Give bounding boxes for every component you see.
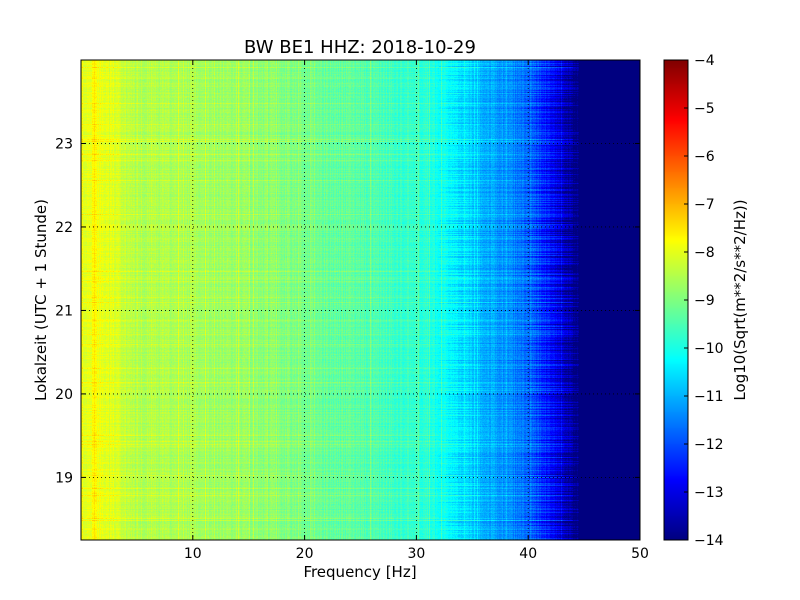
x-axis: 10 20 30 40 50 xyxy=(184,60,649,562)
chart-title: BW BE1 HHZ: 2018-10-29 xyxy=(244,37,476,58)
y-axis-label: Lokalzeit (UTC + 1 Stunde) xyxy=(32,199,50,401)
x-tick-label: 10 xyxy=(184,546,202,562)
colorbar-tick-label: −4 xyxy=(694,53,715,69)
colorbar-tick-label: −13 xyxy=(694,485,724,501)
colorbar-tick-label: −7 xyxy=(694,197,715,213)
spectrogram-heatmap xyxy=(81,60,640,540)
x-axis-label: Frequency [Hz] xyxy=(303,563,416,581)
colorbar-tick-label: −5 xyxy=(694,101,715,117)
y-tick-label: 21 xyxy=(55,303,73,319)
x-tick-label: 30 xyxy=(407,546,425,562)
x-tick-label: 20 xyxy=(296,546,314,562)
colorbar-tick-label: −11 xyxy=(694,389,724,405)
y-axis: 19 20 21 22 23 xyxy=(55,136,640,486)
y-tick-label: 22 xyxy=(55,220,73,236)
x-tick-label: 50 xyxy=(631,546,649,562)
grid-lines xyxy=(81,60,640,540)
colorbar-tick-label: −9 xyxy=(694,293,715,309)
y-tick-label: 20 xyxy=(55,387,73,403)
colorbar-tick-label: −10 xyxy=(694,341,724,357)
y-tick-label: 23 xyxy=(55,136,73,152)
colorbar-tick-label: −8 xyxy=(694,245,715,261)
x-tick-label: 40 xyxy=(519,546,537,562)
colorbar-tick-label: −14 xyxy=(694,533,724,549)
colorbar-tick-label: −6 xyxy=(694,149,715,165)
y-tick-label: 19 xyxy=(55,470,73,486)
plot-frame xyxy=(80,59,641,541)
colorbar-tick-label: −12 xyxy=(694,437,724,453)
colorbar-label: Log10(Sqrt(m**2/s**2/Hz)) xyxy=(731,199,749,400)
colorbar-axis: −4 −5 −6 −7 −8 −9 −10 −11 −12 −13 −14 xyxy=(684,53,724,549)
